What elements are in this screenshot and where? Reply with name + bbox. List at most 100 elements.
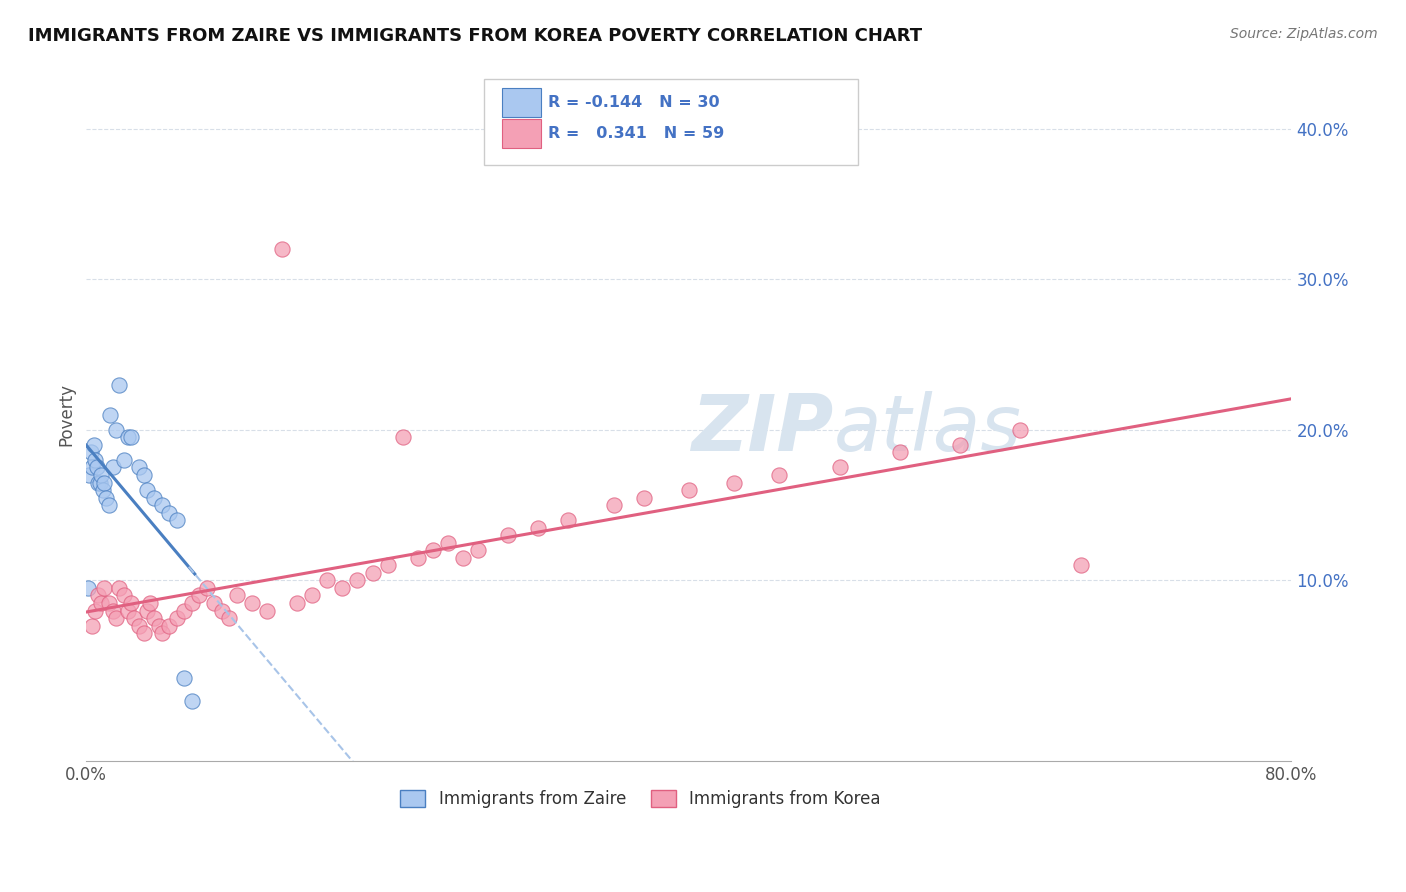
Point [633, 491, 655, 505]
Point [128, 460, 150, 475]
Point [143, 611, 166, 625]
Point [135, 483, 157, 497]
Point [768, 468, 790, 483]
Text: R =   0.341   N = 59: R = 0.341 N = 59 [548, 126, 724, 141]
Point [557, 513, 579, 527]
FancyBboxPatch shape [484, 78, 858, 166]
Point [93, 581, 115, 595]
Point [496, 528, 519, 542]
Text: atlas: atlas [834, 391, 1021, 467]
Point [240, 596, 263, 610]
Point [93, 475, 115, 490]
Point [316, 574, 339, 588]
Point [678, 483, 700, 497]
Point [157, 618, 180, 632]
Point [173, 603, 195, 617]
Point [76, 581, 98, 595]
Point [166, 611, 188, 625]
Point [94, 491, 117, 505]
Point [202, 596, 225, 610]
Y-axis label: Poverty: Poverty [58, 384, 75, 446]
Point [84, 603, 107, 617]
Text: Source: ZipAtlas.com: Source: ZipAtlas.com [1230, 27, 1378, 41]
Point [377, 558, 399, 573]
FancyBboxPatch shape [502, 88, 541, 117]
Point [271, 242, 294, 256]
Point [332, 581, 354, 595]
Point [89, 475, 111, 490]
Point [226, 589, 249, 603]
Point [87, 475, 110, 490]
Point [86, 460, 108, 475]
Point [91, 483, 114, 497]
Point [148, 618, 170, 632]
Point [117, 603, 139, 617]
Point [97, 596, 120, 610]
Point [135, 603, 157, 617]
Point [79, 468, 101, 483]
Point [173, 671, 195, 685]
Point [90, 468, 112, 483]
Point [138, 596, 160, 610]
Point [889, 445, 911, 459]
Legend: Immigrants from Zaire, Immigrants from Korea: Immigrants from Zaire, Immigrants from K… [394, 783, 887, 815]
Point [121, 596, 143, 610]
Text: IMMIGRANTS FROM ZAIRE VS IMMIGRANTS FROM KOREA POVERTY CORRELATION CHART: IMMIGRANTS FROM ZAIRE VS IMMIGRANTS FROM… [28, 27, 922, 45]
Point [301, 589, 323, 603]
Point [180, 694, 202, 708]
Point [451, 550, 474, 565]
Point [949, 438, 972, 452]
Point [132, 626, 155, 640]
Text: ZIP: ZIP [692, 391, 834, 467]
Point [112, 453, 135, 467]
Point [105, 611, 128, 625]
Point [437, 535, 460, 549]
Point [1010, 423, 1032, 437]
Point [87, 589, 110, 603]
Point [103, 460, 125, 475]
Point [103, 603, 125, 617]
Point [166, 513, 188, 527]
Point [117, 430, 139, 444]
Point [150, 498, 173, 512]
Point [391, 430, 413, 444]
Point [157, 506, 180, 520]
Point [195, 581, 218, 595]
Point [602, 498, 624, 512]
Point [105, 423, 128, 437]
Point [211, 603, 233, 617]
Point [285, 596, 308, 610]
Point [80, 445, 103, 459]
Point [467, 543, 489, 558]
Point [132, 468, 155, 483]
Point [256, 603, 278, 617]
Text: R = -0.144   N = 30: R = -0.144 N = 30 [548, 95, 720, 110]
Point [128, 618, 150, 632]
Point [527, 521, 550, 535]
Point [82, 618, 104, 632]
Point [108, 581, 131, 595]
Point [406, 550, 429, 565]
Point [112, 589, 135, 603]
Point [188, 589, 211, 603]
Point [422, 543, 444, 558]
Point [108, 377, 131, 392]
Point [180, 596, 202, 610]
Point [361, 566, 384, 580]
Point [150, 626, 173, 640]
Point [121, 430, 143, 444]
Point [828, 460, 851, 475]
Point [100, 408, 122, 422]
Point [97, 498, 120, 512]
Point [346, 574, 368, 588]
Point [218, 611, 240, 625]
FancyBboxPatch shape [502, 119, 541, 148]
Point [84, 453, 107, 467]
Point [90, 596, 112, 610]
Point [723, 475, 745, 490]
Point [82, 460, 104, 475]
Point [143, 491, 166, 505]
Point [124, 611, 146, 625]
Point [1070, 558, 1092, 573]
Point [83, 438, 105, 452]
